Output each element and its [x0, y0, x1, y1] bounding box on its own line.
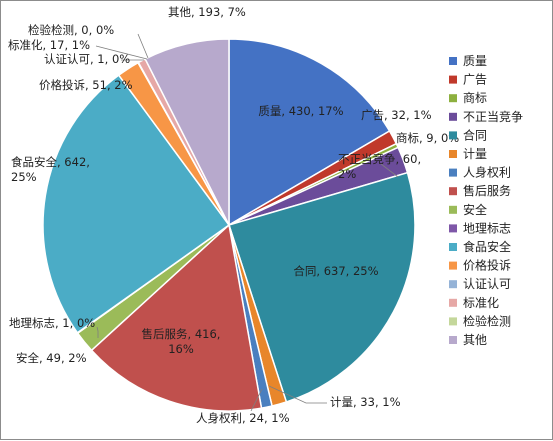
legend-label-价格投诉: 价格投诉 — [463, 258, 511, 273]
legend-label-食品安全: 食品安全 — [463, 239, 511, 254]
legend-label-不正当竞争: 不正当竞争 — [463, 110, 523, 124]
legend-swatch-认证认可 — [449, 280, 457, 289]
data-label-商标: 商标, 9, 0% — [396, 131, 459, 145]
legend-label-检验检测: 检验检测 — [463, 313, 511, 328]
data-label-广告: 广告, 32, 1% — [361, 108, 432, 122]
legend-swatch-食品安全 — [449, 243, 457, 251]
legend-swatch-标准化 — [449, 298, 457, 307]
legend-label-合同: 合同 — [463, 127, 487, 142]
leader-line-地理标志 — [96, 326, 99, 338]
data-label-检验检测: 检验检测, 0, 0% — [28, 23, 114, 37]
slice-食品安全 — [42, 74, 231, 334]
data-label-价格投诉: 价格投诉, 51, 2% — [39, 78, 133, 92]
data-label-人身权利: 人身权利, 24, 1% — [196, 411, 290, 425]
leader-line-计量 — [268, 385, 327, 404]
data-label-认证认可: 认证认可, 1, 0% — [44, 52, 130, 66]
legend-label-计量: 计量 — [463, 147, 487, 161]
data-label-地理标志: 地理标志, 1, 0% — [9, 316, 95, 330]
data-label-其他: 其他, 193, 7% — [168, 5, 246, 19]
data-label-计量: 计量, 33, 1% — [330, 395, 401, 409]
slice-售后服务 — [90, 223, 263, 412]
legend-label-认证认可: 认证认可 — [463, 277, 511, 291]
legend-swatch-售后服务 — [449, 187, 457, 196]
legend-swatch-其他 — [449, 336, 457, 344]
data-label-标准化: 标准化, 17, 1% — [8, 38, 90, 52]
slice-合同 — [228, 171, 416, 403]
legend-swatch-价格投诉 — [449, 261, 457, 270]
data-label-不正当竞争: 不正当竞争, 60, 2% — [338, 152, 421, 181]
legend-swatch-计量 — [449, 150, 457, 158]
slice-质量 — [228, 38, 391, 227]
legend-swatch-商标 — [449, 94, 457, 103]
leader-line-标准化 — [95, 45, 148, 60]
legend-label-其他: 其他 — [463, 333, 487, 347]
legend-label-地理标志: 地理标志 — [463, 221, 511, 235]
legend-label-人身权利: 人身权利 — [463, 165, 511, 180]
legend-swatch-检验检测 — [449, 317, 457, 326]
data-label-售后服务: 售后服务, 416, 16% — [142, 327, 221, 356]
legend-label-广告: 广告 — [463, 73, 487, 87]
legend-swatch-安全 — [449, 205, 457, 214]
legend-label-安全: 安全 — [463, 202, 487, 217]
legend-swatch-合同 — [449, 131, 457, 140]
data-label-食品安全: 食品安全, 642, 25% — [11, 155, 90, 184]
legend-label-售后服务: 售后服务 — [463, 183, 511, 198]
leader-line-检验检测 — [137, 33, 149, 59]
data-label-质量: 质量, 430, 17% — [258, 104, 343, 118]
legend-swatch-广告 — [449, 75, 457, 84]
legend-swatch-质量 — [449, 57, 457, 65]
legend-swatch-人身权利 — [449, 168, 457, 177]
legend-label-标准化: 标准化 — [463, 296, 499, 310]
legend-label-商标: 商标 — [463, 90, 487, 105]
data-label-合同: 合同, 637, 25% — [293, 264, 378, 278]
legend-swatch-不正当竞争 — [449, 112, 457, 121]
legend-swatch-地理标志 — [449, 224, 457, 233]
leader-line-不正当竞争 — [380, 163, 399, 178]
leader-line-人身权利 — [250, 388, 263, 412]
data-label-安全: 安全, 49, 2% — [16, 351, 87, 365]
legend-label-质量: 质量 — [463, 54, 487, 68]
